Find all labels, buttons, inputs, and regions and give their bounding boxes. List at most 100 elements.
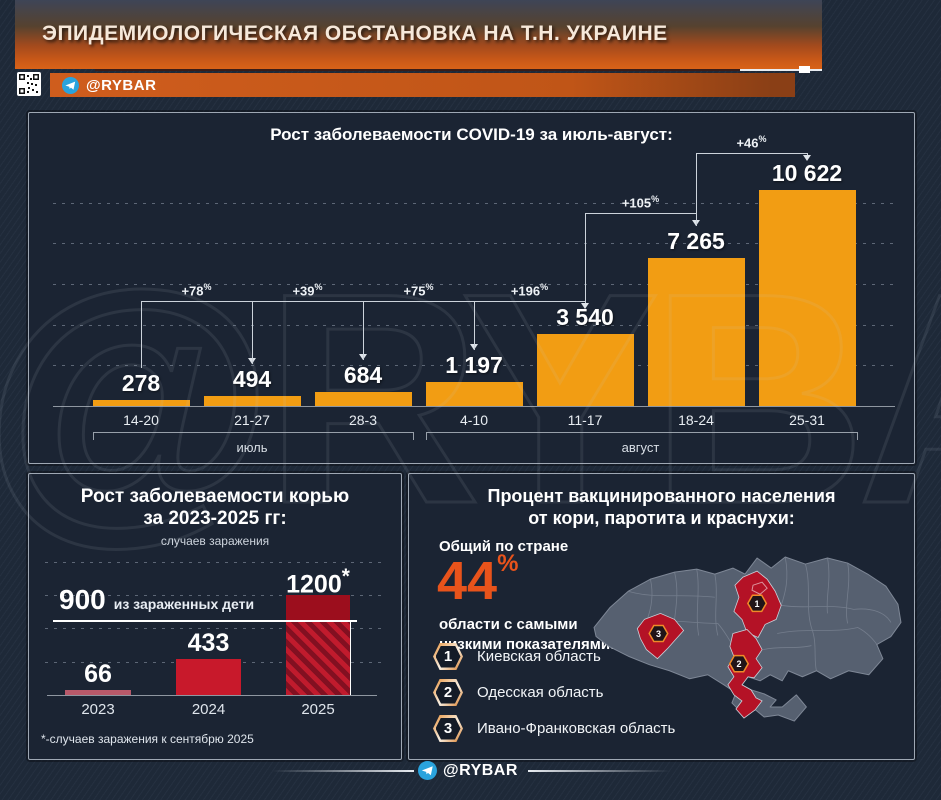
x-tick-label: 18-24 [678,412,714,428]
gridline [45,595,383,596]
gridline [45,628,383,630]
x-tick-label: 11-17 [567,412,603,428]
month-label: июль [236,440,268,455]
percent-sign: % [497,550,519,577]
growth-bracket-left [585,213,586,302]
map-badge-3: 3 [648,624,669,643]
x-axis [53,406,895,407]
svg-text:2: 2 [736,659,741,669]
slider-knob[interactable] [799,66,810,73]
region-list-item: 2 Одесская область [433,679,604,706]
growth-arrow [581,303,589,309]
measles-chart-panel: Рост заболеваемости корью за 2023-2025 г… [28,473,402,760]
footer-channel-handle: @RYBAR [443,761,518,779]
x-axis [47,695,377,696]
growth-arrow [803,155,811,161]
bar-value-label: 433 [187,628,230,657]
x-tick-label: 2025 [301,701,335,718]
map-badge-1: 1 [746,594,768,613]
region-number-badge: 1 [433,643,463,670]
covid-bar [758,190,856,406]
x-tick-label: 4-10 [459,412,489,428]
channel-handle: @RYBAR [86,76,157,94]
bar-value-label: 7 265 [667,228,725,255]
telegram-channel-bar[interactable]: @RYBAR [50,73,795,97]
footer: @RYBAR [0,758,941,788]
growth-bracket-line [696,153,807,154]
x-tick-label: 21-27 [234,412,270,428]
covid-chart-title: Рост заболеваемости COVID-19 за июль-авг… [270,125,673,144]
region-number: 1 [435,645,461,668]
growth-bracket-left [141,301,142,369]
growth-bracket-line [141,301,252,302]
measles-bar-children-hatched [286,620,351,695]
covid-bar [203,395,301,406]
month-bracket [425,432,858,440]
footer-channel-badge[interactable]: @RYBAR [418,761,518,780]
growth-bracket-right [807,153,808,155]
x-tick-label: 28-3 [348,412,378,428]
covid-bar [92,400,190,406]
x-tick-label: 14-20 [123,412,159,428]
growth-bracket-left [696,153,697,227]
ukraine-map-svg: 1 2 3 [593,556,902,722]
gridline [53,243,895,245]
bar-value-label: 684 [343,362,383,389]
region-name-label: Ивано-Франковская область [477,720,676,737]
month-bracket [92,432,414,440]
measles-title-line1: Рост заболеваемости корью [80,486,350,507]
children-threshold-line [53,620,357,622]
regions-intro-line2: низкими показателями: [439,636,616,653]
region-list-item: 3 Ивано-Франковская область [433,715,675,742]
growth-percent-label: +105% [621,194,660,211]
growth-bracket-left [363,301,364,361]
covid-bar [314,392,412,406]
country-total-label: Общий по стране [439,538,569,555]
region-number-badge: 3 [433,715,463,742]
x-tick-label: 25-31 [789,412,825,428]
ukraine-map: 1 2 3 [584,526,906,741]
telegram-icon [62,76,79,94]
children-line-text: из зараженных дети [113,596,255,612]
footer-line-right [528,770,670,772]
region-odessa-oblast [727,629,763,719]
growth-bracket-left [252,301,253,364]
vaccination-title-line2: от кори, паротита и краснухи: [528,508,795,528]
measles-bar [176,658,241,695]
measles-subtitle: случаев заражения [160,534,270,548]
gridline [45,561,383,563]
children-line-label: 900 из зараженных дети [59,584,254,616]
vaccination-title-line1: Процент вакцинированного населения [487,486,836,506]
svg-text:1: 1 [755,599,760,609]
growth-percent-label: +39% [292,282,323,299]
regions-intro-line1: области с самыми [439,616,578,633]
qr-code [17,72,41,96]
bar-value-label: 10 622 [771,160,843,186]
gridline [53,283,895,285]
country-total-value: 44% [437,550,519,611]
region-number: 2 [435,681,461,704]
region-number-badge: 2 [433,679,463,706]
growth-bracket-left [474,301,475,350]
kyiv-city-outline [751,581,768,595]
month-label: август [621,440,660,455]
growth-bracket-line [252,301,363,302]
bar-value-label: 66 [84,659,112,688]
growth-bracket-line [474,301,585,302]
page-title: ЭПИДЕМИОЛОГИЧЕСКАЯ ОБСТАНОВКА НА Т.Н. УК… [42,22,668,45]
covid-bar [647,258,745,406]
region-name-label: Одесская область [477,684,604,701]
covid-chart-panel: Рост заболеваемости COVID-19 за июль-авг… [28,112,915,464]
measles-bar [65,689,131,695]
measles-title-line2: за 2023-2025 гг: [143,508,287,529]
region-number: 3 [435,717,461,740]
bar-value-label: 494 [232,365,272,392]
growth-bracket-right [585,301,586,303]
banner-underline [95,69,822,71]
growth-percent-label: +196% [510,282,549,299]
growth-percent-label: +46% [736,134,767,151]
footer-line-left [272,770,414,772]
growth-percent-label: +75% [403,282,434,299]
region-name-label: Киевская область [477,648,601,665]
